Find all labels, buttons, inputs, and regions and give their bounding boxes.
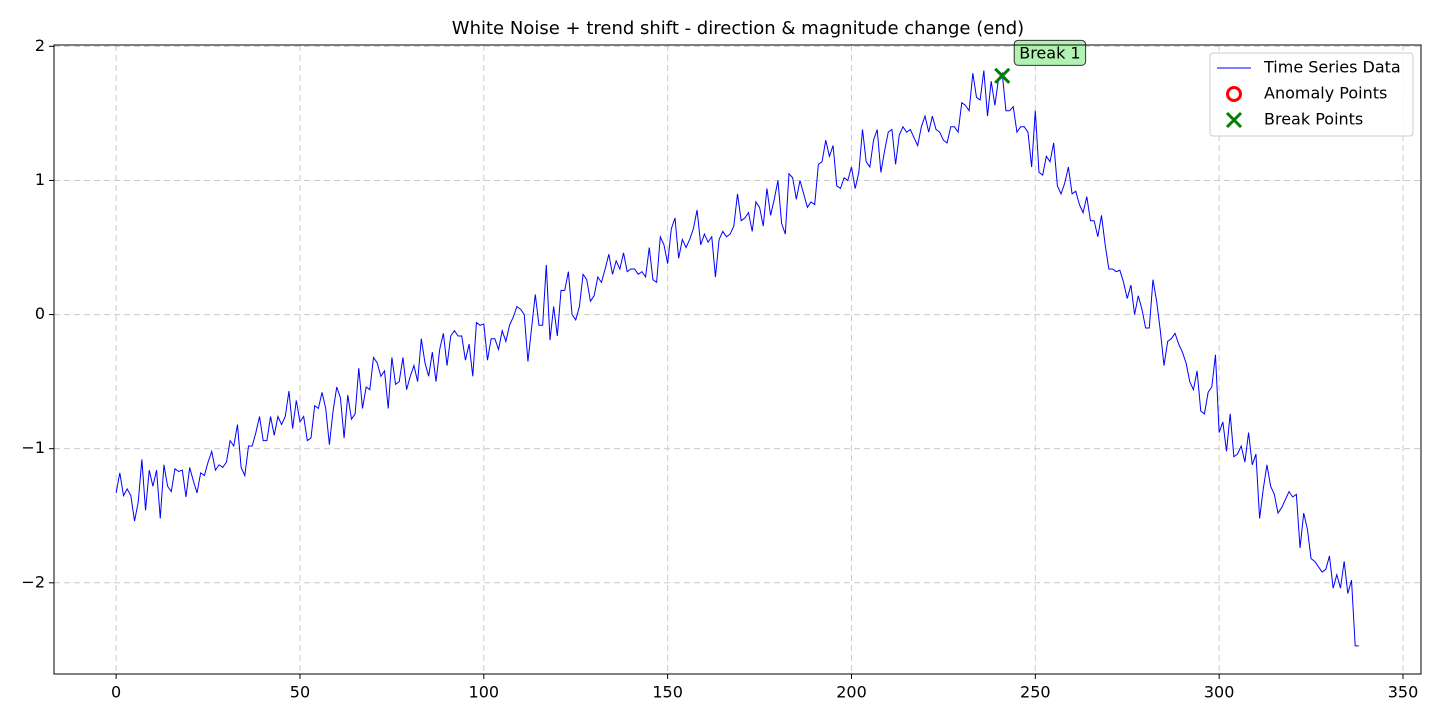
legend: Time Series Data Anomaly Points Break Poin… bbox=[1209, 52, 1414, 137]
y-tick-label: 1 bbox=[35, 170, 45, 189]
legend-label: Break Points bbox=[1264, 110, 1363, 129]
x-tick-label: 100 bbox=[469, 683, 500, 702]
annotation: Break 1 bbox=[1013, 39, 1087, 66]
annotation-label: Break 1 bbox=[1019, 43, 1080, 62]
x-tick-label: 350 bbox=[1388, 683, 1419, 702]
x-tick-label: 250 bbox=[1020, 683, 1051, 702]
legend-box bbox=[1209, 52, 1414, 137]
x-tick-label: 150 bbox=[652, 683, 683, 702]
legend-swatch bbox=[1226, 86, 1242, 102]
x-tick-label: 300 bbox=[1204, 683, 1235, 702]
legend-label: Anomaly Points bbox=[1264, 84, 1387, 103]
y-tick-label: 0 bbox=[35, 304, 45, 323]
legend-swatch bbox=[1225, 111, 1243, 129]
data-line bbox=[115, 70, 1359, 647]
break-marker bbox=[994, 67, 1011, 84]
x-tick-label: 0 bbox=[111, 683, 121, 702]
y-tick-label: 2 bbox=[35, 36, 45, 55]
legend-label: Time Series Data bbox=[1263, 58, 1401, 77]
x-tick-label: 200 bbox=[836, 683, 867, 702]
y-tick-label: −2 bbox=[21, 572, 45, 591]
x-tick-label: 50 bbox=[290, 683, 310, 702]
chart-title: White Noise + trend shift - direction & … bbox=[452, 18, 1024, 39]
plot-frame bbox=[53, 44, 1422, 675]
annotation-box bbox=[1013, 39, 1087, 66]
y-tick-label: −1 bbox=[21, 438, 45, 457]
